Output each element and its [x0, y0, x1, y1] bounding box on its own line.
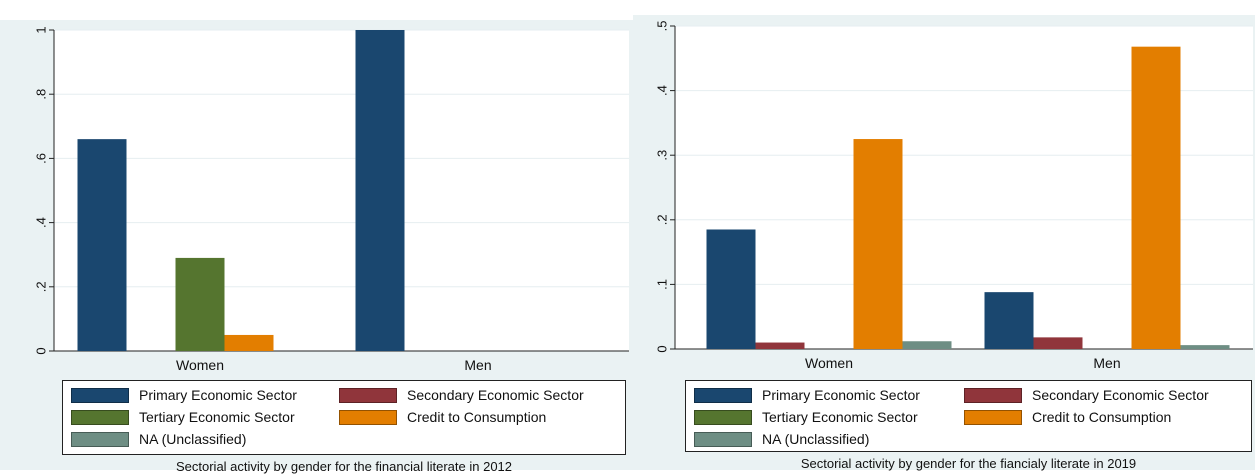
y-tick-label: .6: [34, 153, 49, 164]
legend-label: Secondary Economic Sector: [407, 387, 584, 403]
legend-label: Credit to Consumption: [1032, 409, 1172, 425]
bar-credit-men: [1131, 46, 1181, 350]
x-category-label: Men: [464, 357, 491, 373]
chart-panel-2012: 0 .2 .4 .6 .8 1 Women Men Primary Economic Sect…: [0, 20, 633, 474]
bar-credit-women: [224, 334, 274, 351]
legend-swatch-na: [71, 431, 129, 447]
legend-item-secondary: Secondary Economic Sector: [964, 387, 1209, 403]
y-tick-label: .2: [655, 214, 670, 225]
legend-item-credit: Credit to Consumption: [964, 409, 1171, 425]
legend-swatch-na: [694, 431, 752, 447]
y-tick-label: .2: [34, 281, 49, 292]
bar-na-men: [1180, 345, 1230, 349]
bar-primary-women: [706, 229, 756, 349]
y-tick-label: .5: [655, 21, 670, 32]
legend-swatch-primary: [694, 387, 752, 403]
bar-secondary-men: [1033, 337, 1083, 349]
legend-swatch-secondary: [964, 387, 1022, 403]
y-tick-label: 0: [34, 347, 49, 354]
bar-tertiary-women: [175, 257, 225, 351]
legend-label: Primary Economic Sector: [762, 387, 920, 403]
legend-label: Primary Economic Sector: [139, 387, 297, 403]
bar-primary-men: [984, 292, 1034, 349]
legend-item-tertiary: Tertiary Economic Sector: [71, 409, 295, 425]
legend-label: Tertiary Economic Sector: [762, 409, 918, 425]
x-category-label: Women: [176, 357, 224, 373]
bar-primary-men: [355, 30, 405, 351]
bar-credit-women: [853, 139, 903, 349]
legend-item-tertiary: Tertiary Economic Sector: [694, 409, 918, 425]
y-tick-label: 1: [34, 26, 49, 33]
legend-swatch-credit: [339, 409, 397, 425]
chart-caption-2012: Sectorial activity by gender for the fin…: [175, 459, 513, 474]
legend-label: NA (Unclassified): [139, 431, 247, 447]
legend-item-secondary: Secondary Economic Sector: [339, 387, 584, 403]
legend-item-primary: Primary Economic Sector: [694, 387, 920, 403]
x-category-label: Women: [805, 355, 853, 371]
legend-swatch-tertiary: [71, 409, 129, 425]
legend-label: Credit to Consumption: [407, 409, 547, 425]
chart-legend-2012: Primary Economic Sector Secondary Economi…: [62, 380, 626, 455]
chart-legend-2019: Primary Economic Sector Secondary Economi…: [685, 380, 1252, 452]
legend-item-na: NA (Unclassified): [694, 431, 869, 447]
y-tick-label: .4: [655, 85, 670, 96]
legend-label: NA (Unclassified): [762, 431, 870, 447]
legend-item-primary: Primary Economic Sector: [71, 387, 297, 403]
legend-item-credit: Credit to Consumption: [339, 409, 546, 425]
x-category-label: Men: [1093, 355, 1120, 371]
legend-swatch-primary: [71, 387, 129, 403]
legend-item-na: NA (Unclassified): [71, 431, 246, 447]
y-tick-label: .4: [34, 217, 49, 228]
chart-panel-2019: 0 .1 .2 .3 .4 .5 Women Men Primary Economic Sec…: [633, 0, 1255, 471]
plot-area: [54, 30, 629, 351]
bar-na-women: [902, 341, 952, 349]
legend-swatch-tertiary: [694, 409, 752, 425]
y-tick-label: .3: [655, 150, 670, 161]
legend-label: Secondary Economic Sector: [1032, 387, 1209, 403]
legend-swatch-secondary: [339, 387, 397, 403]
y-tick-label: .1: [655, 279, 670, 290]
bar-secondary-women: [755, 342, 805, 349]
legend-swatch-credit: [964, 409, 1022, 425]
bar-primary-women: [77, 139, 127, 351]
y-tick-label: .8: [34, 89, 49, 100]
chart-caption-2019: Sectorial activity by gender for the fia…: [800, 456, 1137, 471]
legend-label: Tertiary Economic Sector: [139, 409, 295, 425]
y-tick-label: 0: [655, 345, 670, 352]
